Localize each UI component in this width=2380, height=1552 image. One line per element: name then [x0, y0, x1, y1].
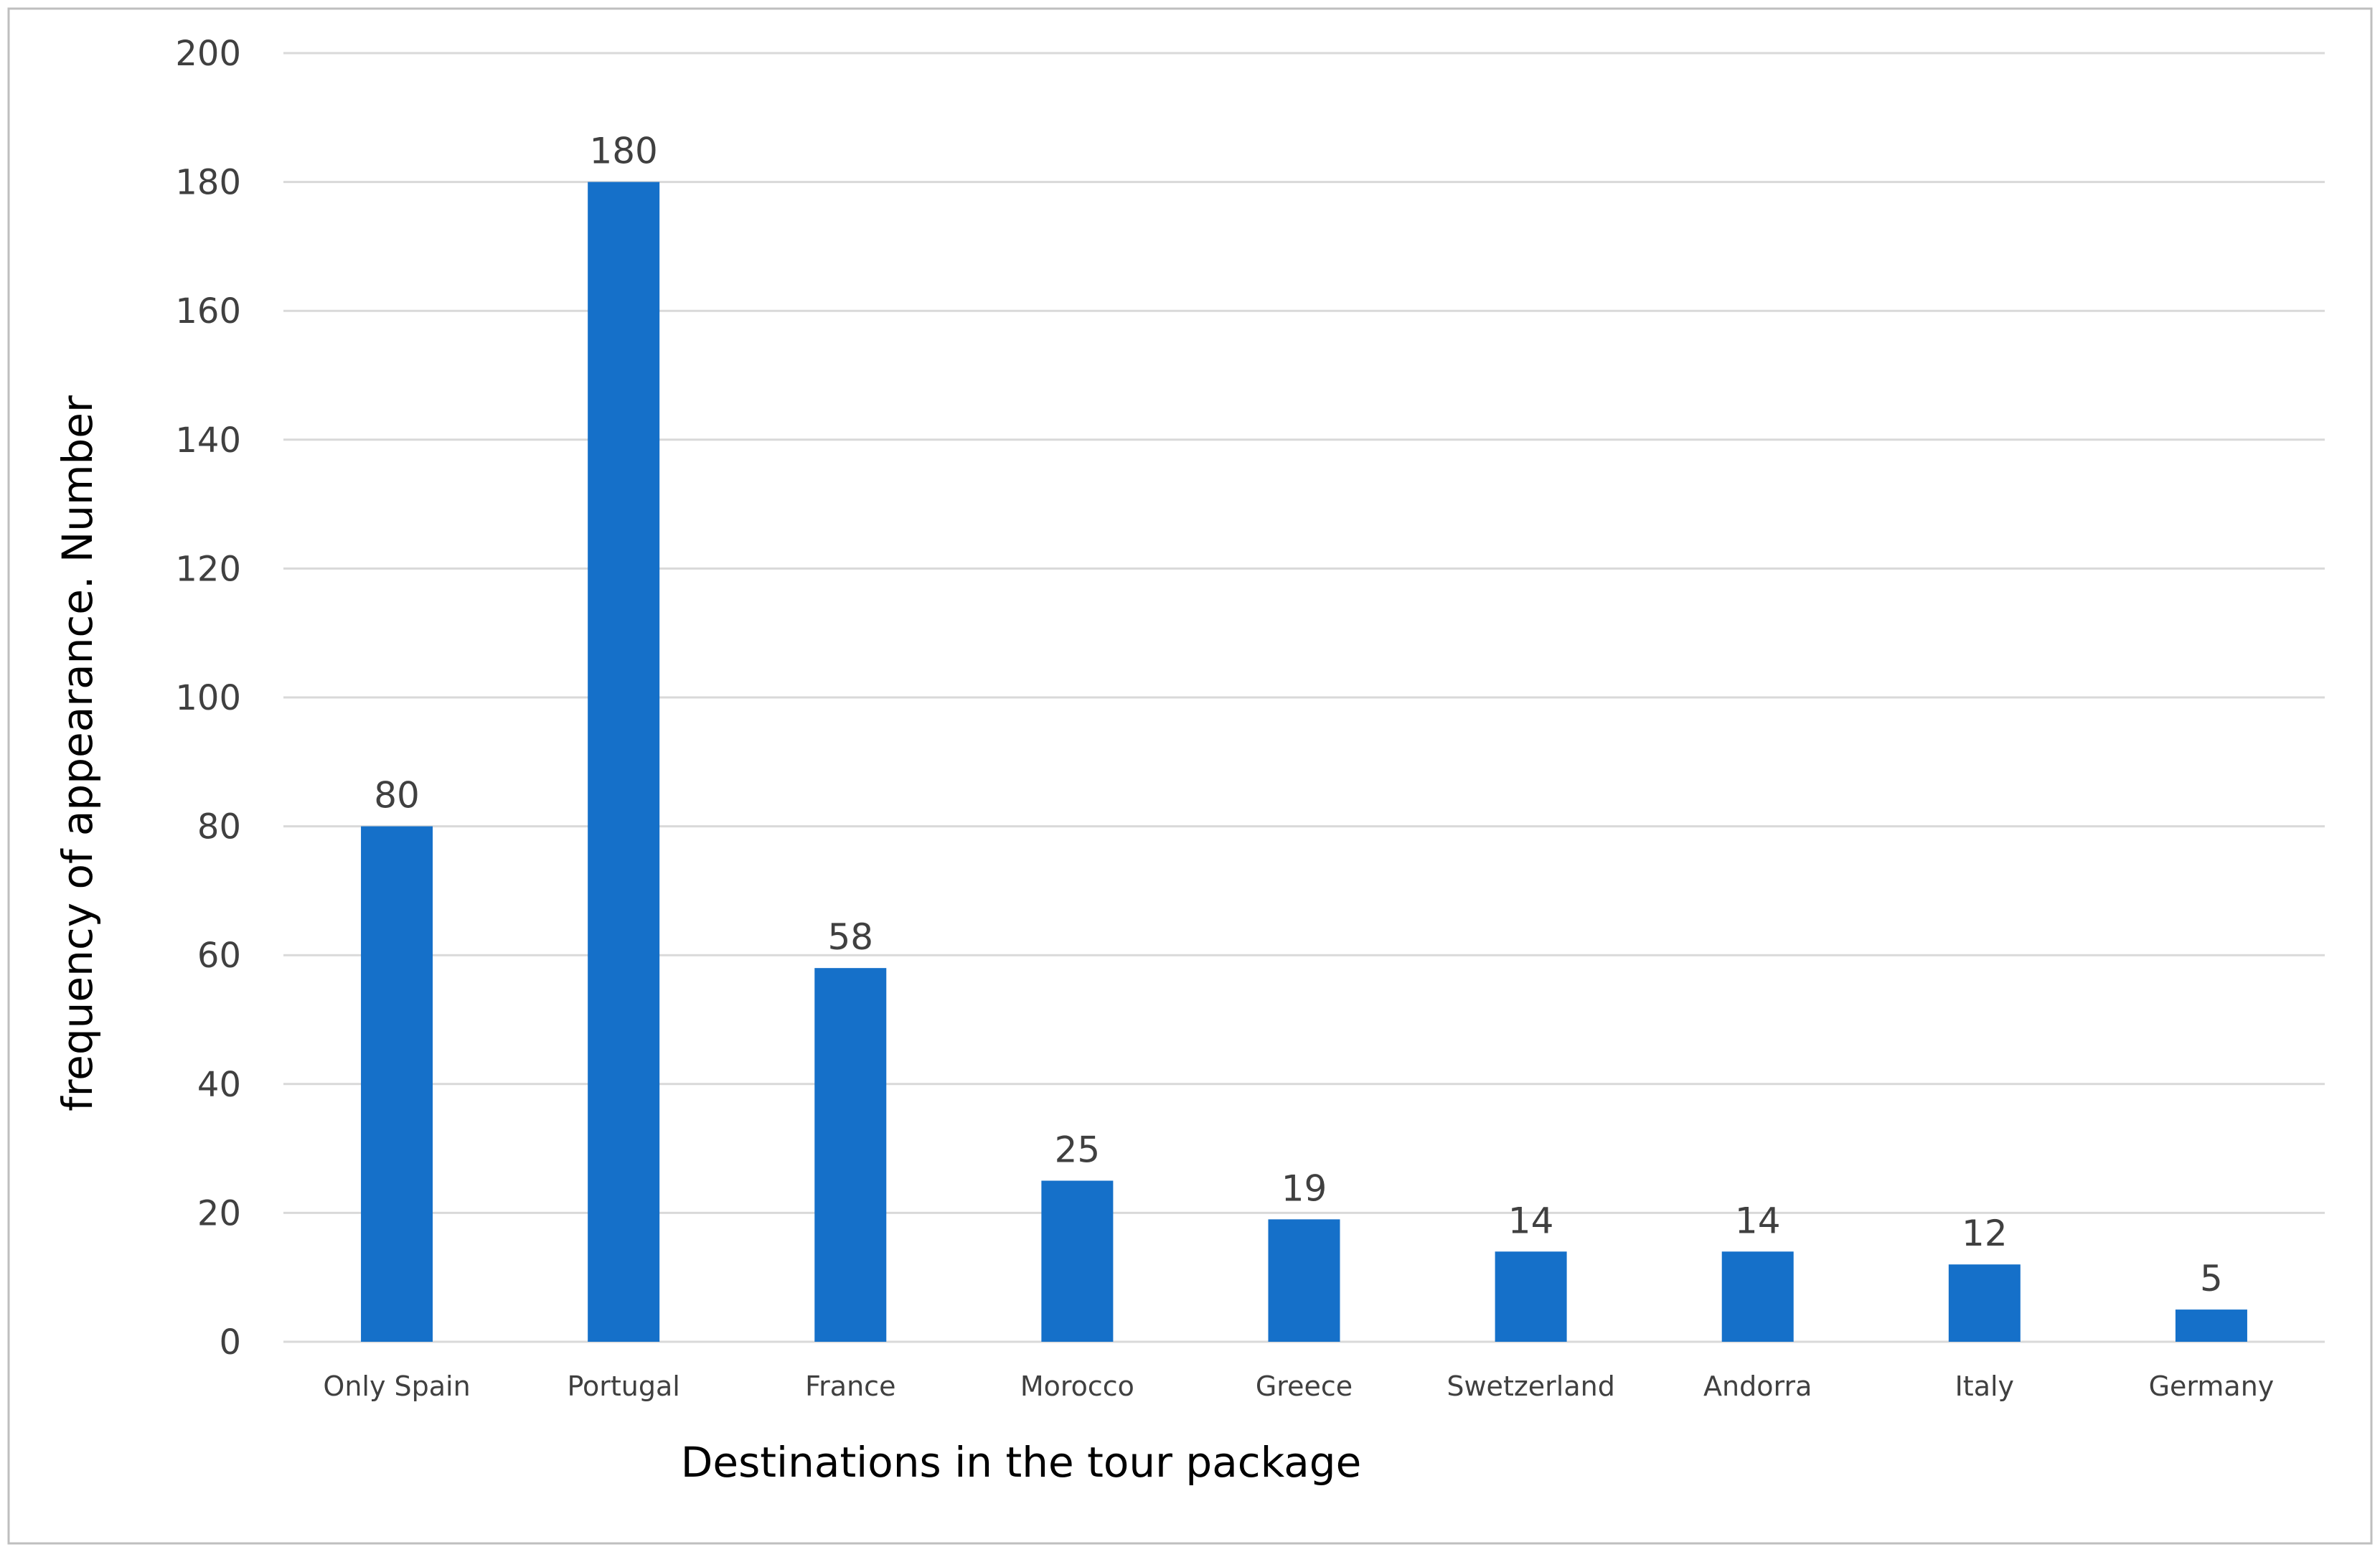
bar-value-label: 14 — [1735, 1200, 1781, 1241]
y-tick-label: 120 — [175, 549, 241, 589]
bar — [1721, 1251, 1794, 1342]
x-category-label: Andorra — [1703, 1370, 1812, 1402]
bar — [1268, 1219, 1340, 1342]
bar-value-label: 25 — [1055, 1129, 1101, 1171]
y-tick-label: 160 — [175, 291, 241, 331]
y-tick-label: 200 — [175, 34, 241, 74]
y-axis-ticks: 0 20 40 60 80 100 120 140 160 180 200 — [175, 34, 241, 1363]
x-axis-title: Destinations in the tour package — [681, 1438, 1362, 1487]
y-axis-title: frequency of appearance. Number — [53, 395, 102, 1111]
bar — [814, 968, 887, 1342]
x-category-label: Only Spain — [323, 1370, 470, 1402]
bar-value-label: 12 — [1962, 1213, 2008, 1254]
bar-value-label: 180 — [589, 131, 657, 172]
bar — [361, 826, 433, 1342]
y-tick-label: 80 — [197, 807, 241, 847]
bar — [2175, 1309, 2247, 1342]
x-category-label: Germany — [2149, 1370, 2275, 1402]
x-category-label: Morocco — [1020, 1370, 1134, 1402]
bar — [1948, 1264, 2021, 1342]
x-category-label: Italy — [1955, 1370, 2014, 1402]
y-tick-label: 60 — [197, 936, 241, 976]
x-axis-ticks: Only Spain Portugal France Morocco Greece Swe… — [323, 1370, 2274, 1402]
y-tick-label: 40 — [197, 1065, 241, 1105]
y-tick-label: 100 — [175, 678, 241, 718]
bar-value-label: 58 — [827, 916, 873, 958]
bar-value-label: 80 — [374, 775, 420, 817]
bar-value-label: 5 — [2200, 1258, 2223, 1299]
x-category-label: Portugal — [567, 1370, 679, 1402]
bars — [361, 182, 2247, 1342]
x-category-label: France — [805, 1370, 895, 1402]
bar — [1495, 1251, 1567, 1342]
x-category-label: Swetzerland — [1447, 1370, 1614, 1402]
bar-value-label: 14 — [1508, 1200, 1554, 1241]
y-tick-label: 140 — [175, 420, 241, 461]
data-labels: 80 180 58 25 19 14 14 12 5 — [374, 131, 2223, 1299]
y-tick-label: 180 — [175, 163, 241, 203]
bar-value-label: 19 — [1281, 1167, 1327, 1209]
bar — [1041, 1180, 1114, 1342]
y-tick-label: 0 — [219, 1322, 241, 1363]
bar — [588, 182, 660, 1342]
y-tick-label: 20 — [197, 1193, 241, 1233]
x-category-label: Greece — [1256, 1370, 1353, 1402]
